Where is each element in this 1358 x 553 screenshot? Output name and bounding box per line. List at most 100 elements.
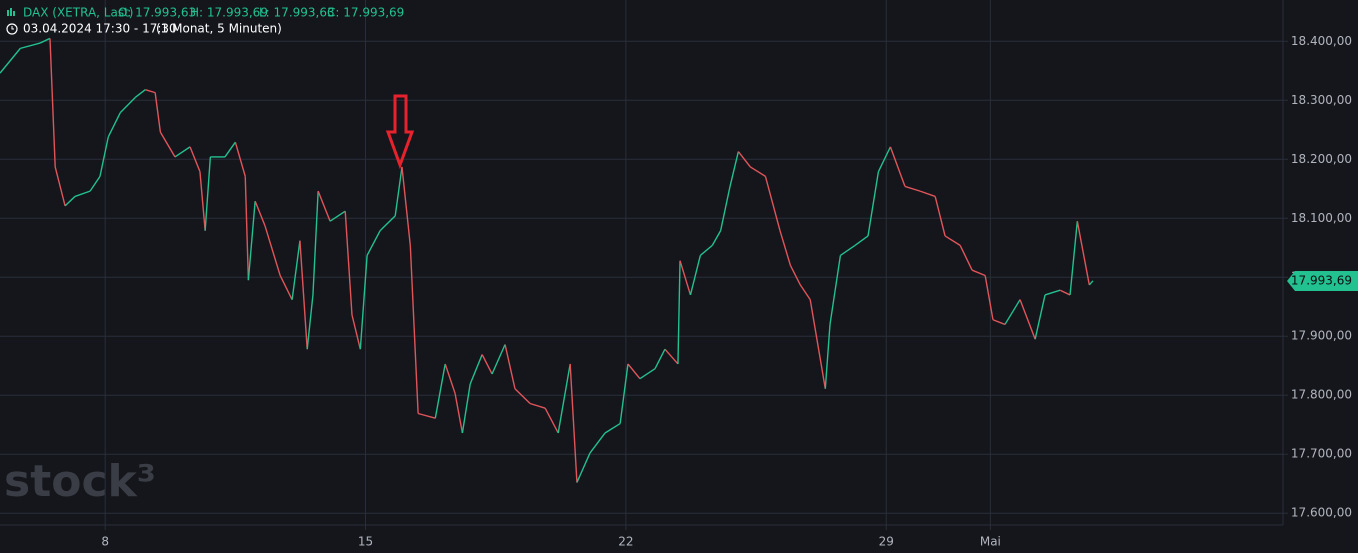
price-segment: [49, 38, 56, 167]
price-segment: [992, 319, 1006, 326]
price-segment: [749, 166, 766, 177]
price-segment: [971, 269, 986, 277]
y-tick-label: 17.700,00: [1291, 447, 1352, 461]
price-segment: [514, 388, 531, 404]
watermark: stock³: [4, 456, 156, 507]
price-segment: [134, 89, 146, 98]
price-segment: [919, 190, 936, 198]
price-segment: [199, 171, 206, 231]
price-segment: [959, 245, 973, 271]
price-segment: [224, 141, 236, 158]
price-segment: [1004, 299, 1021, 325]
y-tick-label: 17.600,00: [1291, 506, 1352, 520]
price-segment: [481, 354, 493, 375]
price-segment: [312, 191, 319, 295]
price-segment: [984, 275, 994, 320]
price-segment: [409, 245, 419, 414]
price-segment: [764, 176, 781, 231]
price-segment: [654, 348, 666, 369]
price-segment: [557, 363, 571, 434]
price-segment: [504, 344, 516, 389]
y-tick-label: 18.300,00: [1291, 93, 1352, 107]
price-segment: [174, 146, 191, 158]
plot: [0, 37, 1094, 483]
price-segment: [469, 354, 483, 385]
price-tag: [1287, 270, 1358, 291]
price-segment: [99, 136, 109, 177]
x-tick-label: 15: [358, 535, 373, 549]
price-segment: [569, 363, 578, 483]
price-segment: [344, 211, 353, 316]
high: H: 17.993,69: [190, 6, 268, 20]
price-segment: [944, 235, 961, 246]
price-segment: [159, 131, 176, 158]
price-segment: [840, 244, 856, 256]
price-segment: [107, 112, 121, 138]
x-tick-label: 8: [101, 535, 109, 549]
open: O: 17.993,63: [118, 6, 196, 20]
price-segment: [639, 368, 656, 380]
price-segment: [627, 363, 641, 380]
price-segment: [20, 42, 41, 50]
price-segment: [1044, 289, 1061, 296]
price-segment: [264, 225, 281, 276]
price-segment: [244, 176, 250, 281]
price-segment: [934, 196, 946, 237]
price-segment: [299, 240, 308, 350]
price-segment: [889, 146, 906, 187]
price-segment: [877, 146, 892, 172]
price-segment: [689, 255, 702, 296]
price-segment: [491, 344, 506, 375]
x-tick-label: 29: [879, 535, 894, 549]
price-segment: [329, 210, 346, 222]
date-range: 03.04.2024 17:30 - 17:30: [23, 22, 177, 36]
x-tick-label: Mai: [980, 535, 1001, 549]
price-segment: [379, 215, 396, 232]
price-segment: [854, 235, 869, 246]
x-tick-label: 22: [618, 535, 633, 549]
price-segment: [677, 260, 681, 364]
y-tick-label: 18.400,00: [1291, 34, 1352, 48]
price-segment: [809, 299, 826, 389]
price-segment: [89, 175, 101, 192]
arrow: [385, 94, 415, 170]
price-segment: [799, 284, 811, 301]
period: (1 Monat, 5 Minuten): [156, 22, 282, 36]
price-segment: [664, 348, 679, 365]
price-segment: [434, 363, 446, 419]
price-segment: [454, 393, 464, 434]
y-tick-label: 18.200,00: [1291, 152, 1352, 166]
price-segment: [0, 47, 21, 74]
price-segment: [154, 92, 162, 133]
price-segment: [829, 255, 842, 325]
price-segment: [39, 37, 51, 44]
price-segment: [589, 432, 606, 454]
y-tick-label: 17.800,00: [1291, 388, 1352, 402]
price-segment: [189, 146, 201, 172]
y-tick-label: 18.100,00: [1291, 211, 1352, 225]
price-segment: [679, 260, 692, 296]
price-segment: [204, 156, 212, 231]
price-segment: [737, 151, 751, 168]
price-segment: [417, 412, 436, 419]
close: C: 17.993,69: [327, 6, 404, 20]
price-segment: [351, 314, 362, 350]
price-segment: [306, 294, 314, 350]
price-segment: [789, 265, 801, 286]
clock-icon: [6, 23, 18, 35]
price-segment: [234, 141, 246, 177]
price-segment: [1076, 221, 1090, 286]
price-segment: [904, 185, 921, 192]
price-segment: [145, 88, 156, 94]
price-segment: [729, 151, 740, 187]
price-segment: [1088, 280, 1094, 286]
price-segment: [64, 195, 76, 207]
price-segment: [711, 230, 722, 246]
price-segment: [359, 255, 368, 350]
price-segment: [529, 402, 546, 409]
price-segment: [576, 452, 591, 483]
price-segment: [119, 96, 136, 114]
price-segment: [366, 230, 381, 256]
price-segment: [461, 383, 471, 434]
